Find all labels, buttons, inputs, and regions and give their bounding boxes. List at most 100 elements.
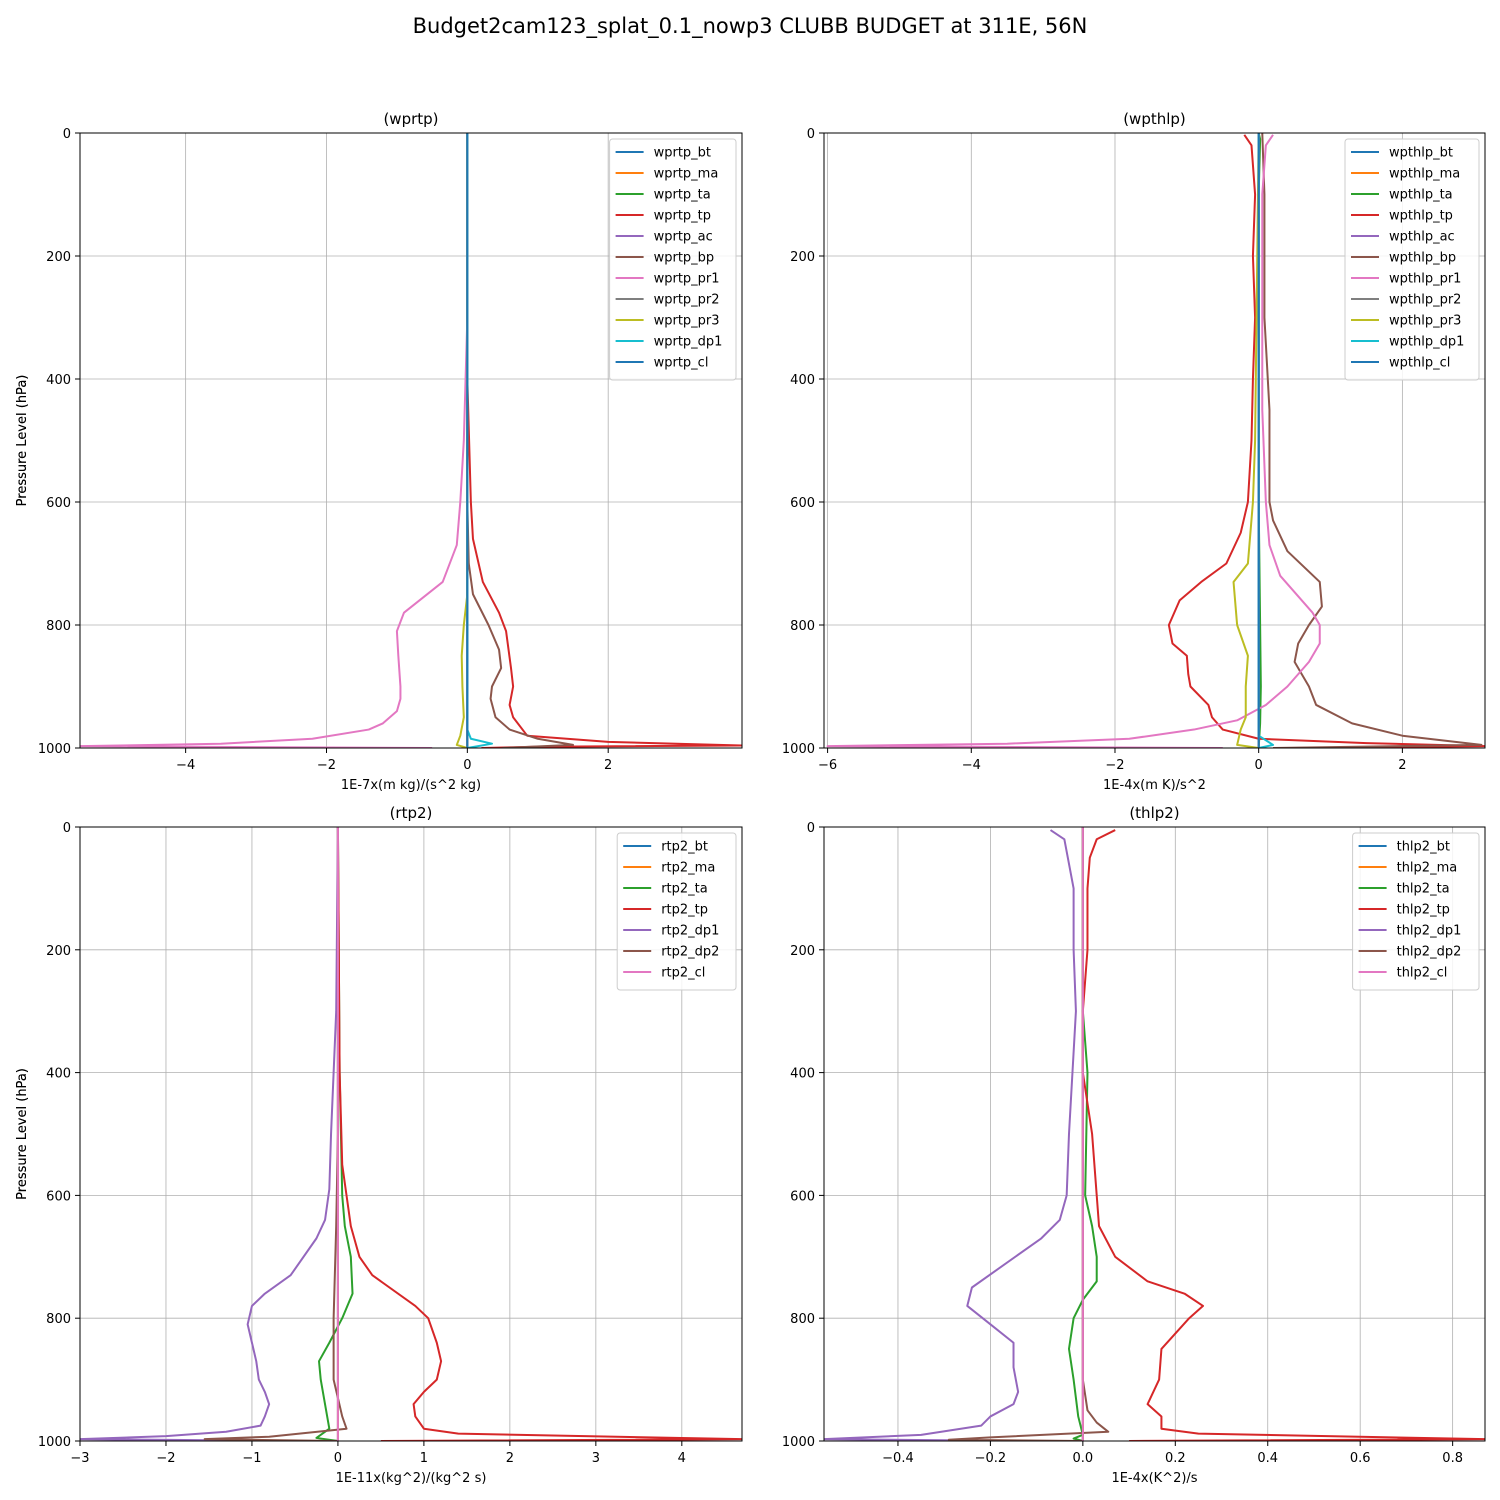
y-tick-label: 0 <box>63 821 71 836</box>
y-tick-label: 600 <box>46 1189 71 1204</box>
legend-label: wprtp_pr1 <box>654 272 720 287</box>
x-tick-label: −0.4 <box>882 1451 914 1466</box>
series-line-wpthlp_tp <box>1167 134 1485 748</box>
legend-label: rtp2_ta <box>661 882 708 897</box>
x-axis-label: 1E-4x(K^2)/s <box>1111 1471 1197 1486</box>
y-tick-label: 1000 <box>782 1435 815 1450</box>
figure-suptitle: Budget2cam123_splat_0.1_nowp3 CLUBB BUDG… <box>412 14 1088 38</box>
legend-label: rtp2_tp <box>661 903 708 918</box>
x-tick-label: 0 <box>463 758 471 773</box>
x-axis-label: 1E-7x(m kg)/(s^2 kg) <box>341 778 481 793</box>
y-axis-label: Pressure Level (hPa) <box>15 1068 30 1200</box>
series-line-thlp2_dp2 <box>947 827 1110 1441</box>
axes-frame <box>79 826 743 1442</box>
legend-label: rtp2_dp2 <box>661 945 719 960</box>
legend-label: wpthlp_pr3 <box>1389 314 1461 329</box>
y-tick-label: 1000 <box>38 742 71 757</box>
x-tick-label: 0 <box>1255 758 1263 773</box>
legend-label: wpthlp_ma <box>1389 167 1460 182</box>
legend-label: wprtp_bt <box>654 146 711 161</box>
series-group <box>80 827 742 1441</box>
x-tick-label: −6 <box>818 758 837 773</box>
legend-label: wpthlp_dp1 <box>1389 335 1464 350</box>
legend-label: wprtp_ac <box>654 230 713 245</box>
legend-label: thlp2_bt <box>1397 840 1450 855</box>
panel-2: −6 −4 −2 0 202004006008001000(wpthlp)1E-4x(m… <box>15 110 1486 793</box>
y-tick-label: 400 <box>790 1067 815 1082</box>
y-tick-label: 800 <box>790 619 815 634</box>
y-tick-label: 200 <box>790 944 815 959</box>
panel-title: (rtp2) <box>390 804 433 822</box>
y-axis-label: Pressure Level (hPa) <box>15 375 30 507</box>
legend-label: rtp2_dp1 <box>661 924 719 939</box>
y-tick-label: 400 <box>46 373 71 388</box>
panel-title: (wpthlp) <box>1123 110 1186 128</box>
y-tick-label: 400 <box>790 373 815 388</box>
x-tick-label: −3 <box>70 1451 89 1466</box>
x-tick-label: 0.0 <box>1073 1451 1094 1466</box>
legend-label: wpthlp_pr2 <box>1389 293 1461 308</box>
legend-label: rtp2_ma <box>661 861 715 876</box>
y-axis-label: Pressure Level (hPa) <box>15 1068 30 1200</box>
legend-label: wprtp_cl <box>654 356 709 371</box>
series-group <box>824 827 1485 1441</box>
series-group <box>80 133 742 748</box>
series-line-wprtp_dp1 <box>466 133 493 748</box>
x-tick-label: 4 <box>678 1451 686 1466</box>
x-tick-label: 0.8 <box>1442 1451 1463 1466</box>
legend-label: thlp2_ma <box>1397 861 1458 876</box>
series-line-wpthlp_pr1 <box>826 134 1321 748</box>
series-group <box>826 133 1485 748</box>
x-tick-label: −4 <box>962 758 981 773</box>
x-tick-label: −4 <box>176 758 195 773</box>
legend: wpthlp_bt wpthlp_ma wpthlp_ta wpthlp_tpwpth… <box>1344 138 1480 381</box>
y-axis-label: Pressure Level (hPa) <box>15 375 30 507</box>
y-tick-label: 600 <box>46 496 71 511</box>
series-line-rtp2_tp <box>336 827 742 1441</box>
panel-1: −4 −2 0 2 0 200 400 600 800 1000 (wprtp) 1E-7x(m kg… <box>15 110 743 793</box>
y-tick-label: 1000 <box>782 742 815 757</box>
panel-title: (thlp2) <box>1129 804 1179 822</box>
legend-label: wprtp_pr2 <box>654 293 720 308</box>
legend: rtp2_bt rtp2_ma rtp2_ta rtp2_tp rtp2_dp1 rtp2… <box>616 832 737 991</box>
legend-label: wprtp_ma <box>654 167 719 182</box>
series-line-thlp2_dp1 <box>824 829 1077 1441</box>
x-tick-label: 3 <box>592 1451 600 1466</box>
y-tick-label: 400 <box>46 1067 71 1082</box>
x-tick-label: 2 <box>1398 758 1406 773</box>
x-tick-label: −1 <box>242 1451 261 1466</box>
legend-label: wprtp_pr3 <box>654 314 720 329</box>
x-tick-label: 0.2 <box>1165 1451 1186 1466</box>
legend-label: thlp2_dp2 <box>1397 945 1462 960</box>
legend-label: wpthlp_bt <box>1389 146 1453 161</box>
panel-title: (wprtp) <box>383 110 438 128</box>
y-tick-label: 1000 <box>38 1435 71 1450</box>
x-axis-label: 1E-4x(m K)/s^2 <box>1103 778 1206 793</box>
y-tick-label: 800 <box>46 1312 71 1327</box>
x-tick-label: −2 <box>317 758 336 773</box>
legend: wprtp_bt wprtp_ma wprtp_ta wprtp_tp wprtp_ac… <box>609 138 737 381</box>
legend-label: rtp2_cl <box>661 966 705 981</box>
x-tick-label: 2 <box>604 758 612 773</box>
series-line-wprtp_tp <box>466 133 742 748</box>
legend-label: thlp2_tp <box>1397 903 1450 918</box>
legend-label: wpthlp_ac <box>1389 230 1455 245</box>
legend-label: wprtp_bp <box>654 251 715 266</box>
legend-label: rtp2_bt <box>661 840 708 855</box>
y-tick-label: 800 <box>790 1312 815 1327</box>
x-tick-label: 0.4 <box>1257 1451 1278 1466</box>
x-tick-label: 0 <box>334 1451 342 1466</box>
legend-label: wprtp_tp <box>654 209 711 224</box>
series-line-wprtp_pr3 <box>455 133 469 748</box>
legend-label: wprtp_dp1 <box>654 335 723 350</box>
x-axis-label: 1E-11x(kg^2)/(kg^2 s) <box>336 1471 487 1486</box>
x-tick-label: 2 <box>506 1451 514 1466</box>
x-tick-label: −0.2 <box>975 1451 1007 1466</box>
x-tick-label: −2 <box>156 1451 175 1466</box>
y-tick-label: 0 <box>807 821 815 836</box>
legend-label: wpthlp_cl <box>1389 356 1450 371</box>
x-tick-label: 1 <box>420 1451 428 1466</box>
axes-frame <box>823 132 1486 749</box>
y-tick-label: 200 <box>46 944 71 959</box>
